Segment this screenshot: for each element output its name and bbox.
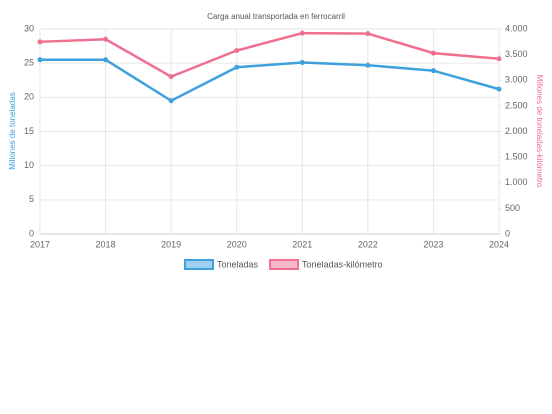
y-axis-label: Millones de toneladas — [8, 92, 17, 169]
y2-tick-label: 4.000 — [505, 23, 528, 33]
point — [496, 86, 502, 92]
x-tick-label: 2022 — [358, 239, 378, 249]
point — [365, 62, 371, 68]
x-tick-label: 2020 — [227, 239, 247, 249]
series-line — [40, 58, 500, 103]
x-tick-label: 2024 — [489, 239, 509, 249]
y-tick-label: 5 — [29, 194, 34, 204]
x-tick-label: 2017 — [30, 239, 50, 249]
point — [365, 31, 371, 37]
point — [299, 30, 305, 36]
point — [430, 68, 436, 74]
y2-tick-label: 2.500 — [505, 100, 528, 110]
legend-label: Toneladas — [217, 259, 259, 269]
legend-swatch — [184, 259, 214, 270]
point — [234, 64, 240, 70]
y2-tick-label: 2.000 — [505, 126, 528, 136]
point — [234, 48, 240, 54]
chart-title: Carga anual transportada en ferrocarril — [207, 12, 345, 21]
x-tick-label: 2018 — [96, 239, 116, 249]
point — [168, 74, 174, 80]
point — [430, 50, 436, 56]
x-tick-label: 2019 — [161, 239, 181, 249]
point — [299, 59, 305, 65]
y-tick-label: 15 — [24, 126, 34, 136]
point — [37, 57, 43, 63]
y-tick-label: 0 — [29, 228, 34, 238]
y2-tick-label: 1.000 — [505, 177, 528, 187]
y-tick-label: 10 — [24, 160, 34, 170]
y2-axis-label: Millones de toneladas-kilómetro — [535, 75, 544, 188]
y2-tick-label: 0 — [505, 228, 510, 238]
point — [103, 57, 109, 63]
point — [496, 56, 502, 62]
legend-swatch — [269, 259, 300, 270]
y2-tick-label: 1.500 — [505, 152, 528, 162]
x-tick-label: 2023 — [423, 239, 443, 249]
point — [37, 39, 43, 45]
point — [103, 36, 109, 42]
series-line — [39, 31, 500, 79]
y-tick-label: 25 — [24, 58, 34, 68]
y2-tick-label: 3.500 — [505, 49, 528, 59]
y-tick-label: 20 — [24, 92, 34, 102]
point — [168, 98, 174, 104]
x-tick-label: 2021 — [292, 239, 312, 249]
y2-tick-label: 3.000 — [505, 75, 528, 85]
y2-tick-label: 500 — [505, 203, 520, 213]
legend-label: Toneladas-kilómetro — [302, 259, 383, 269]
y-tick-label: 30 — [24, 23, 34, 33]
